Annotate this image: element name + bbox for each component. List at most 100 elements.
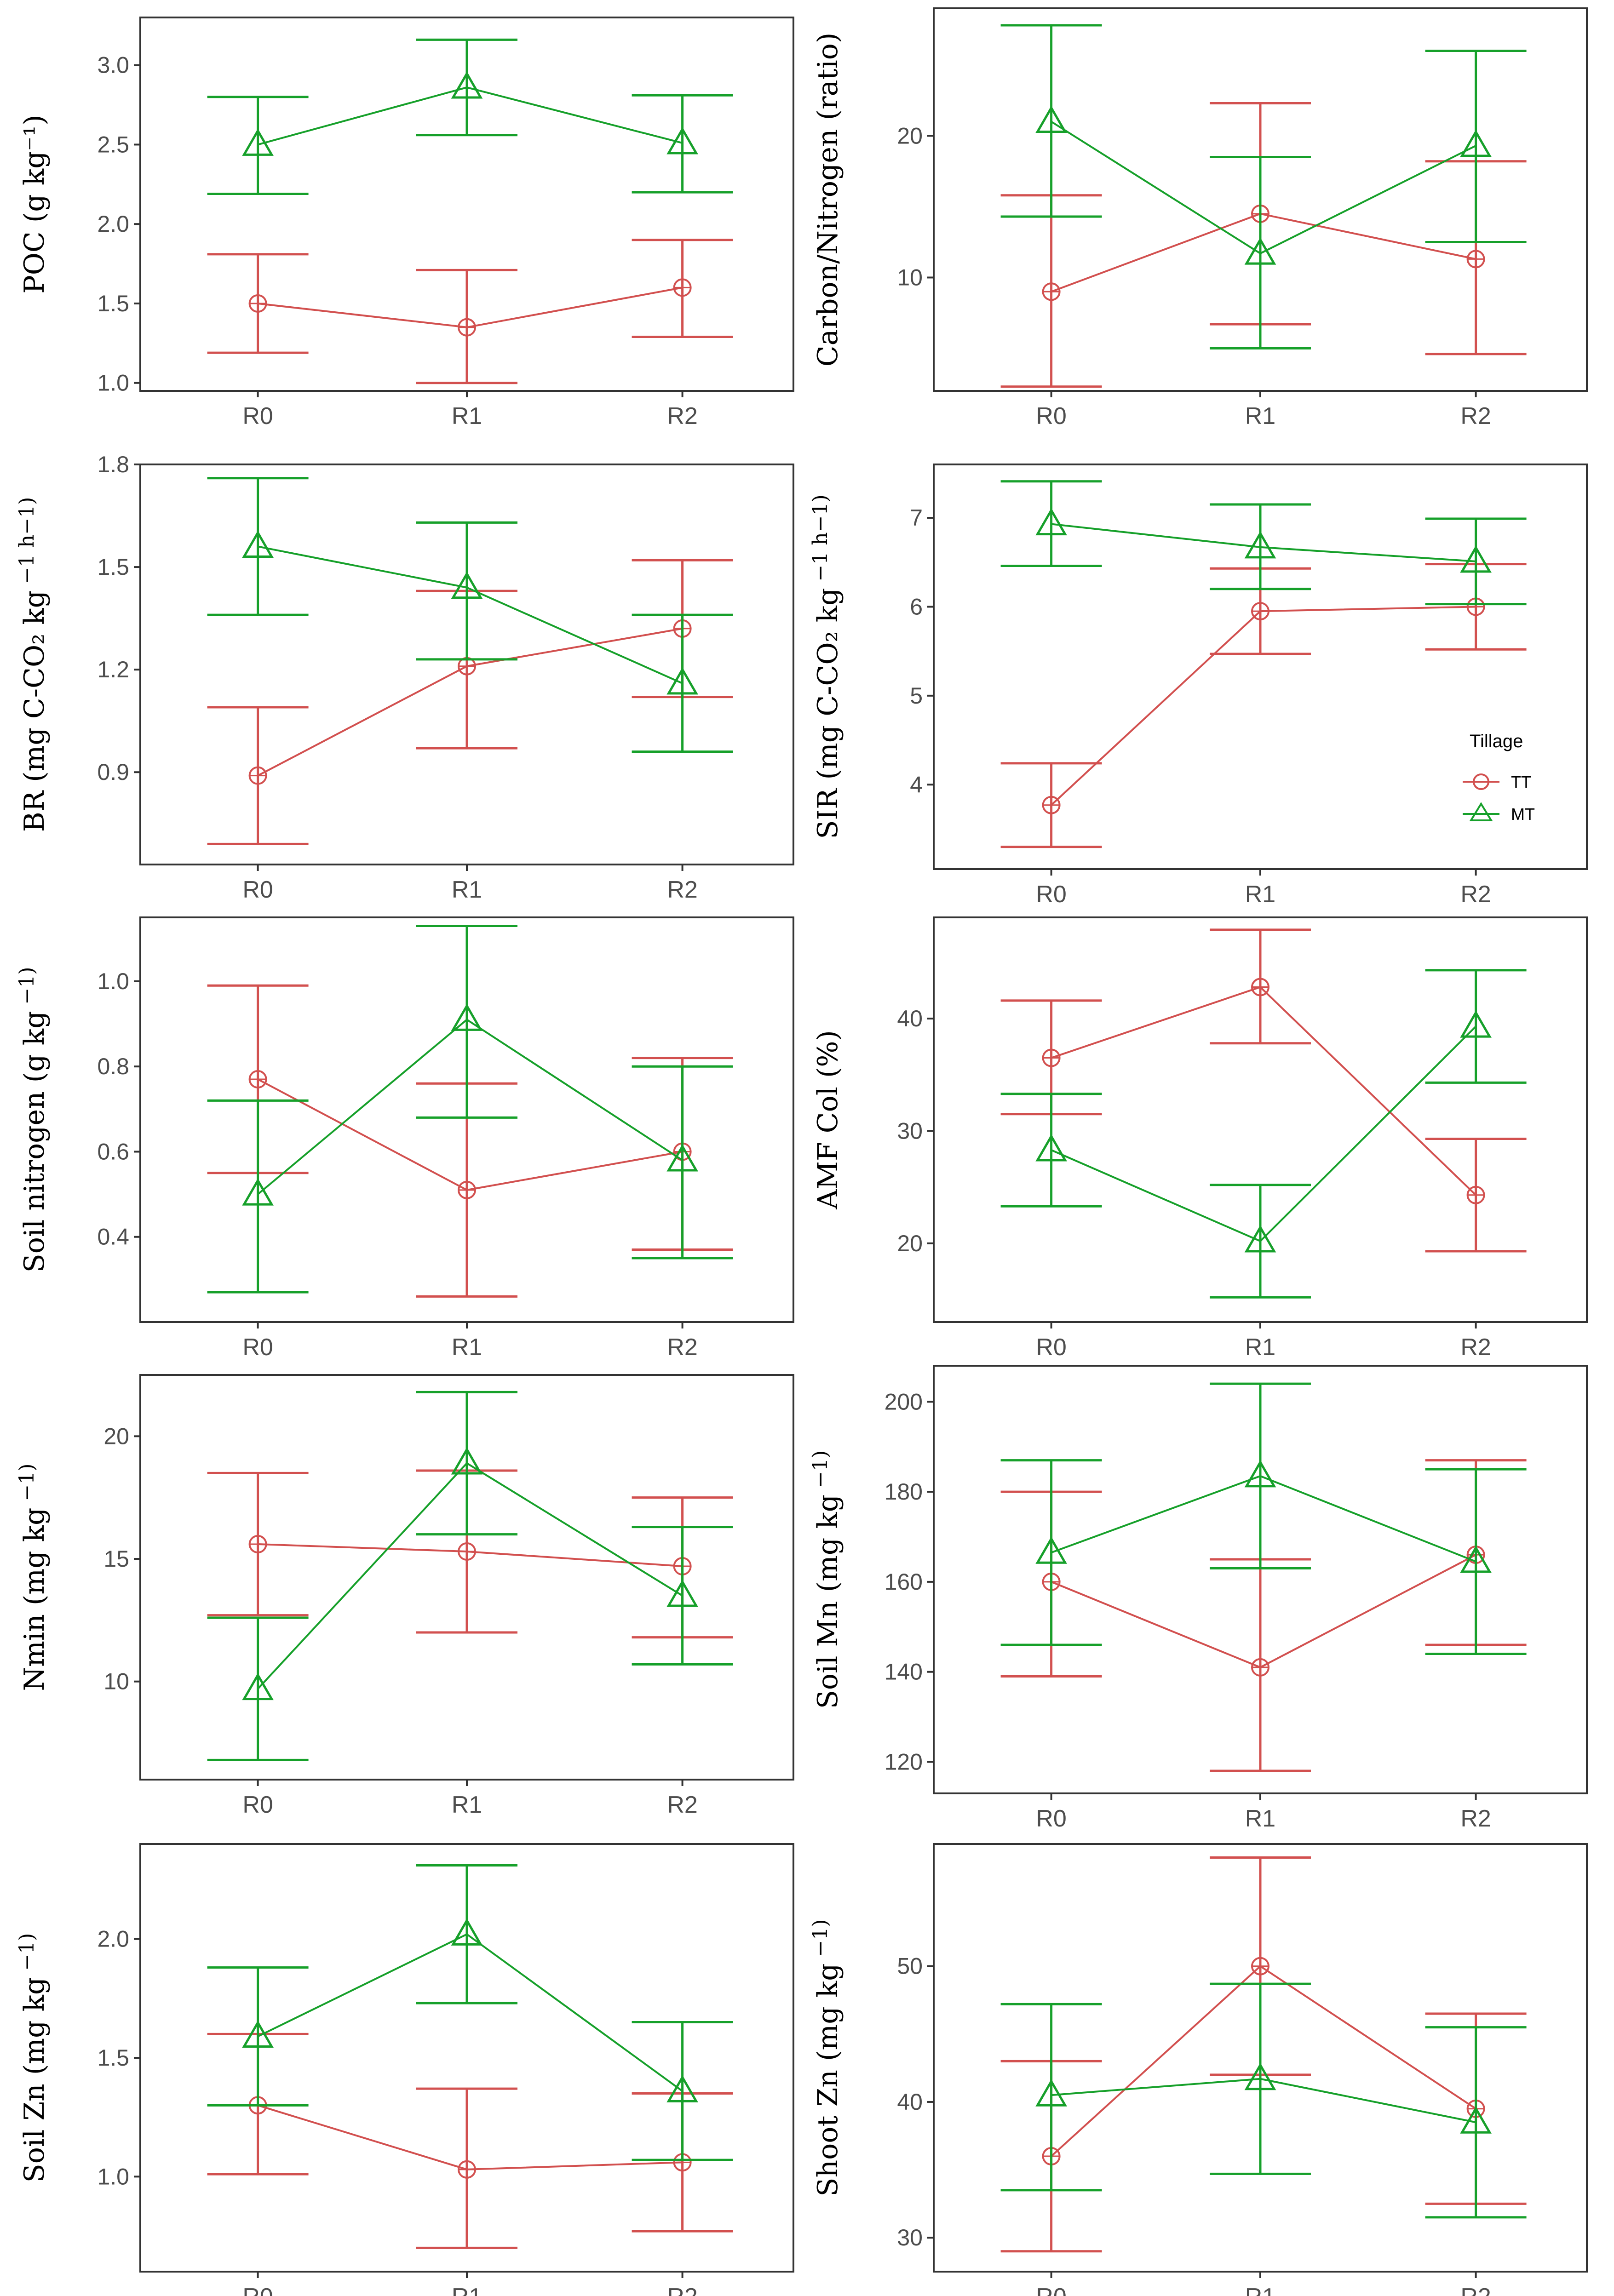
xtick-label: R2 — [667, 1334, 697, 1361]
y-axis-title-superscript: −1 h−1) — [15, 497, 39, 590]
xtick-label: R2 — [667, 2284, 697, 2296]
ytick-label: 140 — [885, 1659, 923, 1685]
ytick-label: 4 — [910, 772, 923, 797]
ytick-label: 40 — [897, 2089, 923, 2115]
xtick-label: R1 — [452, 2284, 482, 2296]
ytick-label: 120 — [885, 1749, 923, 1775]
series-mt — [207, 38, 733, 195]
legend-mt-label: MT — [1511, 805, 1535, 824]
series-mt — [1000, 480, 1527, 606]
ytick-label: 1.2 — [97, 657, 129, 682]
data-point-triangle — [666, 2075, 698, 2102]
y-axis-title-main: AMF Col (%) — [812, 1030, 844, 1210]
ytick-label: 10 — [103, 1669, 129, 1695]
xtick-label: R2 — [667, 1792, 697, 1818]
y-axis-title-main: BR (mg C-CO₂ kg — [18, 590, 51, 832]
ytick-label: 6 — [910, 594, 923, 619]
data-point-triangle — [666, 126, 698, 155]
y-axis-title: Soil Zn (mg kg −1) — [15, 1933, 51, 2183]
ytick-label: 30 — [897, 1118, 923, 1144]
y-axis-title: BR (mg C-CO₂ kg −1 h−1) — [15, 497, 51, 832]
y-axis-title-main: POC (g kg⁻¹) — [18, 115, 51, 293]
ytick-label: 5 — [910, 683, 923, 709]
xtick-label: R1 — [1245, 881, 1275, 908]
series-mt — [1000, 1382, 1527, 1655]
data-point-triangle — [242, 128, 274, 156]
ytick-label: 0.6 — [97, 1139, 129, 1164]
y-axis-title: Shoot Zn (mg kg −1) — [809, 1919, 844, 2196]
data-point-triangle — [666, 1144, 698, 1172]
xtick-label: R0 — [1036, 881, 1066, 908]
data-point-triangle — [1460, 129, 1492, 157]
xtick-label: R2 — [1460, 2284, 1491, 2296]
series-tt — [207, 239, 733, 384]
xtick-label: R0 — [242, 1792, 273, 1818]
panel-soiln: 0.4 0.6 0.8 1.0 R0 R1 R2 Soil nitrogen (g kg −1… — [15, 916, 794, 1361]
y-axis-title-main: Soil Mn (mg kg — [812, 1494, 844, 1709]
panel-nmin: 10 15 20 R0 R1 R2 Nmin (mg kg −1) — [15, 1374, 794, 1818]
data-point-triangle — [242, 1178, 274, 1206]
xtick-label: R2 — [1460, 1334, 1491, 1361]
xtick-label: R2 — [1460, 1805, 1491, 1832]
legend-mt-triangle-icon — [1469, 802, 1493, 821]
y-axis-title-superscript: −1 h−1) — [809, 494, 832, 588]
ytick-label: 0.4 — [97, 1224, 129, 1250]
xtick-label: R2 — [667, 876, 697, 903]
xtick-label: R1 — [452, 1792, 482, 1818]
y-axis-title: Soil nitrogen (g kg −1) — [15, 967, 51, 1273]
ytick-label: 1.8 — [97, 452, 129, 477]
legend-title: Tillage — [1470, 731, 1523, 751]
y-axis-title: Soil Mn (mg kg −1) — [809, 1450, 844, 1709]
panel-sir: 4 5 6 7 R0 R1 R2 SIR (mg C-CO₂ kg −1 h−1) — [809, 464, 1588, 908]
panel-mn: 120 140 160 180 200 R0 R1 R2 Soil Mn (mg kg −1) — [809, 1365, 1588, 1832]
data-point-triangle — [451, 1003, 483, 1031]
data-point-triangle — [1460, 2106, 1492, 2134]
series-mt — [1000, 24, 1527, 350]
y-axis-title: Nmin (mg kg −1) — [15, 1464, 51, 1691]
data-point-triangle — [1035, 508, 1067, 536]
ytick-label: 10 — [897, 264, 923, 290]
data-point-triangle — [242, 2020, 274, 2048]
ytick-label: 40 — [897, 1006, 923, 1031]
ytick-label: 0.8 — [97, 1054, 129, 1079]
y-axis-title-main: Soil nitrogen (g kg — [18, 1011, 51, 1273]
y-axis-title-main: SIR (mg C-CO₂ kg — [812, 588, 844, 839]
ytick-label: 1.0 — [97, 2164, 129, 2189]
xtick-label: R0 — [242, 876, 273, 903]
series-mt — [207, 1391, 733, 1761]
xtick-label: R0 — [242, 403, 273, 429]
data-point-triangle — [1460, 1545, 1492, 1573]
data-point-triangle — [666, 667, 698, 695]
ytick-label: 50 — [897, 1953, 923, 1979]
data-point-triangle — [1244, 531, 1276, 559]
ytick-label: 1.0 — [97, 968, 129, 994]
xtick-label: R2 — [1460, 403, 1491, 429]
ytick-label: 1.0 — [97, 370, 129, 396]
ytick-label: 180 — [885, 1479, 923, 1505]
panel-poc: 1.0 1.5 2.0 2.5 3.0 R0 R1 R2 POC (g kg⁻¹) — [18, 17, 794, 429]
y-axis-title-superscript: −1) — [809, 1450, 832, 1494]
y-axis-title-main: Carbon/Nitrogen (ratio) — [812, 33, 844, 367]
y-axis-title-superscript: −1) — [15, 1464, 39, 1508]
ytick-label: 15 — [103, 1546, 129, 1572]
data-point-triangle — [1035, 105, 1067, 133]
y-axis-title-superscript: −1) — [809, 1919, 832, 1963]
panel-shootzn: 30 40 50 R0 R1 R2 Shoot Zn (mg kg −1) — [809, 1843, 1588, 2296]
data-point-triangle — [1244, 2062, 1276, 2090]
data-point-triangle — [1460, 1010, 1492, 1038]
xtick-label: R2 — [1460, 881, 1491, 908]
legend-tt-circle-icon — [1473, 773, 1489, 790]
data-point-triangle — [666, 1579, 698, 1607]
legend-tt-label: TT — [1511, 773, 1531, 791]
ytick-label: 2.0 — [97, 211, 129, 237]
data-point-triangle — [1035, 1134, 1067, 1162]
y-axis-title: POC (g kg⁻¹) — [18, 115, 51, 293]
y-axis-title: AMF Col (%) — [812, 1030, 844, 1210]
legend: Tillage TT MT — [1463, 731, 1535, 824]
ytick-label: 160 — [885, 1569, 923, 1595]
ytick-label: 200 — [885, 1389, 923, 1414]
y-axis-title: Carbon/Nitrogen (ratio) — [812, 33, 844, 367]
series-mt — [207, 477, 733, 753]
ytick-label: 2.0 — [97, 1926, 129, 1952]
